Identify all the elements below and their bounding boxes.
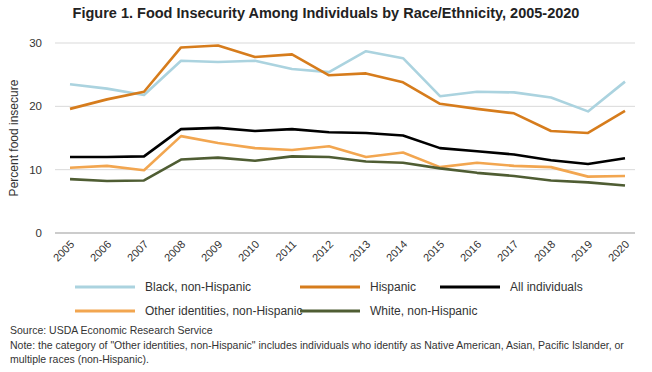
x-tick-label: 2010 — [236, 238, 262, 264]
x-tick-label: 2017 — [495, 238, 521, 264]
x-tick-label: 2005 — [51, 238, 77, 264]
x-tick-label: 2015 — [421, 238, 447, 264]
series-line — [70, 136, 625, 177]
series-line — [70, 46, 625, 133]
y-tick-label: 30 — [29, 37, 42, 49]
grid-line — [55, 43, 635, 44]
x-tick-label: 2018 — [532, 238, 558, 264]
x-tick-label: 2006 — [88, 238, 114, 264]
y-tick-label: 20 — [29, 100, 42, 112]
legend-swatch — [75, 286, 135, 289]
legend-label: White, non-Hispanic — [370, 304, 477, 318]
x-tick-label: 2013 — [347, 238, 373, 264]
legend-swatch — [440, 286, 500, 289]
x-tick-label: 2008 — [162, 238, 188, 264]
chart: Figure 1. Food Insecurity Among Individu… — [0, 0, 652, 372]
note: Note: the category of "Other identities,… — [10, 338, 646, 366]
y-tick-label: 10 — [29, 164, 42, 176]
x-tick-label: 2020 — [606, 238, 632, 264]
plot-area — [70, 46, 625, 186]
x-tick-label: 2011 — [273, 238, 298, 263]
legend-label: Hispanic — [370, 280, 416, 294]
legend-label: All individuals — [510, 280, 583, 294]
legend-swatch — [300, 286, 360, 289]
x-tick-label: 2007 — [125, 238, 151, 264]
legend-label: Other identities, non-Hispanic — [145, 304, 302, 318]
legend-label: Black, non-Hispanic — [145, 280, 251, 294]
x-tick-label: 2009 — [199, 238, 225, 264]
x-tick-label: 2019 — [569, 238, 595, 264]
y-axis-label: Percent food insecure — [7, 79, 21, 196]
series-line — [70, 156, 625, 185]
x-tick-label: 2016 — [458, 238, 484, 264]
x-tick-label: 2012 — [310, 238, 336, 264]
legend-swatch — [300, 310, 360, 313]
baseline — [55, 232, 635, 233]
y-tick-label: 0 — [36, 227, 42, 239]
source: Source: USDA Economic Research Service — [10, 323, 646, 337]
legend-swatch — [75, 310, 135, 313]
x-tick-label: 2014 — [384, 238, 410, 264]
title: Figure 1. Food Insecurity Among Individu… — [73, 5, 580, 21]
grid-line — [55, 106, 635, 107]
